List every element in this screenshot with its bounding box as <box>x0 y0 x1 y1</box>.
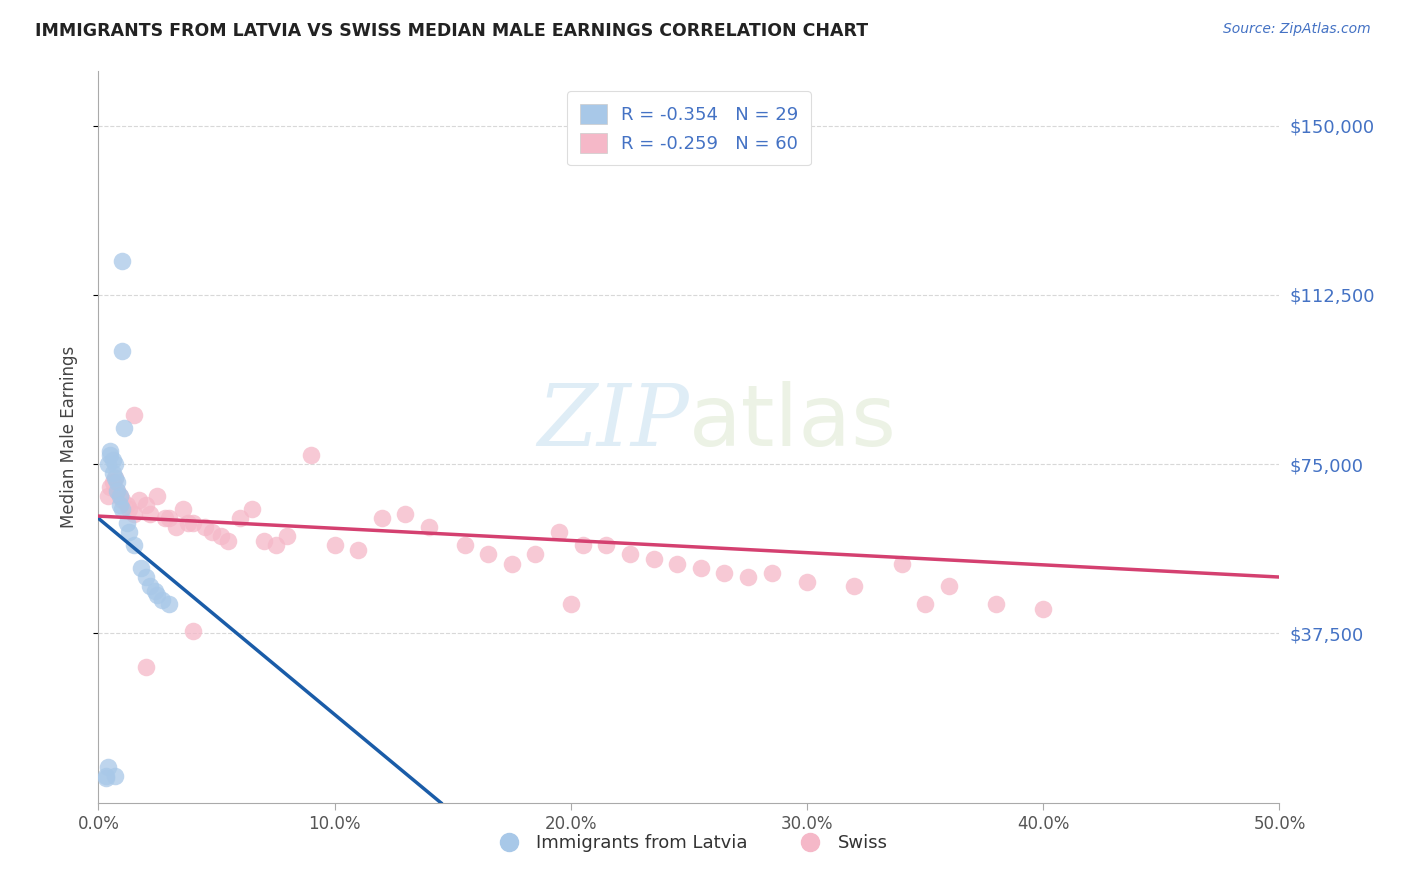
Point <box>97 760 120 774</box>
Point <box>165 520 187 534</box>
Point <box>128 493 150 508</box>
Point <box>253 533 276 548</box>
Point <box>240 502 263 516</box>
Point <box>1032 601 1054 615</box>
Point <box>104 457 127 471</box>
Point <box>111 254 134 268</box>
Point <box>135 498 157 512</box>
Point <box>112 421 135 435</box>
Point <box>98 480 121 494</box>
Point <box>560 597 582 611</box>
Point <box>323 538 346 552</box>
Point <box>347 543 370 558</box>
Point <box>111 493 134 508</box>
Point <box>157 511 180 525</box>
Point <box>217 533 239 548</box>
Point <box>104 769 127 783</box>
Point <box>150 592 173 607</box>
Point <box>548 524 571 539</box>
Point <box>115 498 138 512</box>
Point <box>135 660 157 674</box>
Point <box>104 471 127 485</box>
Point <box>796 574 818 589</box>
Point <box>371 511 394 525</box>
Point <box>122 538 145 552</box>
Point <box>299 448 322 462</box>
Point <box>181 624 204 639</box>
Point <box>595 538 617 552</box>
Point <box>108 489 131 503</box>
Point <box>453 538 475 552</box>
Point <box>101 466 124 480</box>
Point <box>689 561 711 575</box>
Text: Source: ZipAtlas.com: Source: ZipAtlas.com <box>1223 22 1371 37</box>
Point <box>984 597 1007 611</box>
Point <box>108 498 131 512</box>
Point <box>201 524 224 539</box>
Point <box>229 511 252 525</box>
Text: IMMIGRANTS FROM LATVIA VS SWISS MEDIAN MALE EARNINGS CORRELATION CHART: IMMIGRANTS FROM LATVIA VS SWISS MEDIAN M… <box>35 22 869 40</box>
Point <box>177 516 200 530</box>
Point <box>98 443 121 458</box>
Point <box>139 507 162 521</box>
Point <box>101 475 124 490</box>
Point <box>94 769 117 783</box>
Point <box>157 597 180 611</box>
Point <box>264 538 287 552</box>
Point <box>501 557 523 571</box>
Point <box>97 457 120 471</box>
Point <box>139 579 162 593</box>
Point <box>194 520 217 534</box>
Point <box>146 489 169 503</box>
Point <box>181 516 204 530</box>
Point <box>118 524 141 539</box>
Point <box>394 507 416 521</box>
Point <box>938 579 960 593</box>
Point <box>108 489 131 503</box>
Point <box>118 502 141 516</box>
Point <box>105 484 128 499</box>
Point <box>105 475 128 490</box>
Point <box>111 502 134 516</box>
Point <box>101 452 124 467</box>
Point <box>111 344 134 359</box>
Point <box>571 538 593 552</box>
Point <box>122 507 145 521</box>
Point <box>209 529 232 543</box>
Point <box>153 511 176 525</box>
Point <box>524 548 547 562</box>
Legend: Immigrants from Latvia, Swiss: Immigrants from Latvia, Swiss <box>484 827 894 860</box>
Point <box>276 529 298 543</box>
Point <box>135 570 157 584</box>
Point <box>115 516 138 530</box>
Point <box>844 579 866 593</box>
Point <box>143 583 166 598</box>
Point <box>97 489 120 503</box>
Point <box>666 557 689 571</box>
Text: atlas: atlas <box>689 381 897 464</box>
Point <box>146 588 169 602</box>
Point <box>129 561 152 575</box>
Point <box>619 548 641 562</box>
Point <box>761 566 783 580</box>
Point <box>914 597 936 611</box>
Point <box>104 471 127 485</box>
Point <box>105 484 128 499</box>
Point <box>477 548 499 562</box>
Point <box>98 448 121 462</box>
Text: ZIP: ZIP <box>537 381 689 464</box>
Y-axis label: Median Male Earnings: Median Male Earnings <box>59 346 77 528</box>
Point <box>890 557 912 571</box>
Point <box>94 771 117 785</box>
Point <box>172 502 194 516</box>
Point <box>713 566 735 580</box>
Point <box>122 408 145 422</box>
Point <box>418 520 440 534</box>
Point <box>643 552 665 566</box>
Point <box>737 570 759 584</box>
